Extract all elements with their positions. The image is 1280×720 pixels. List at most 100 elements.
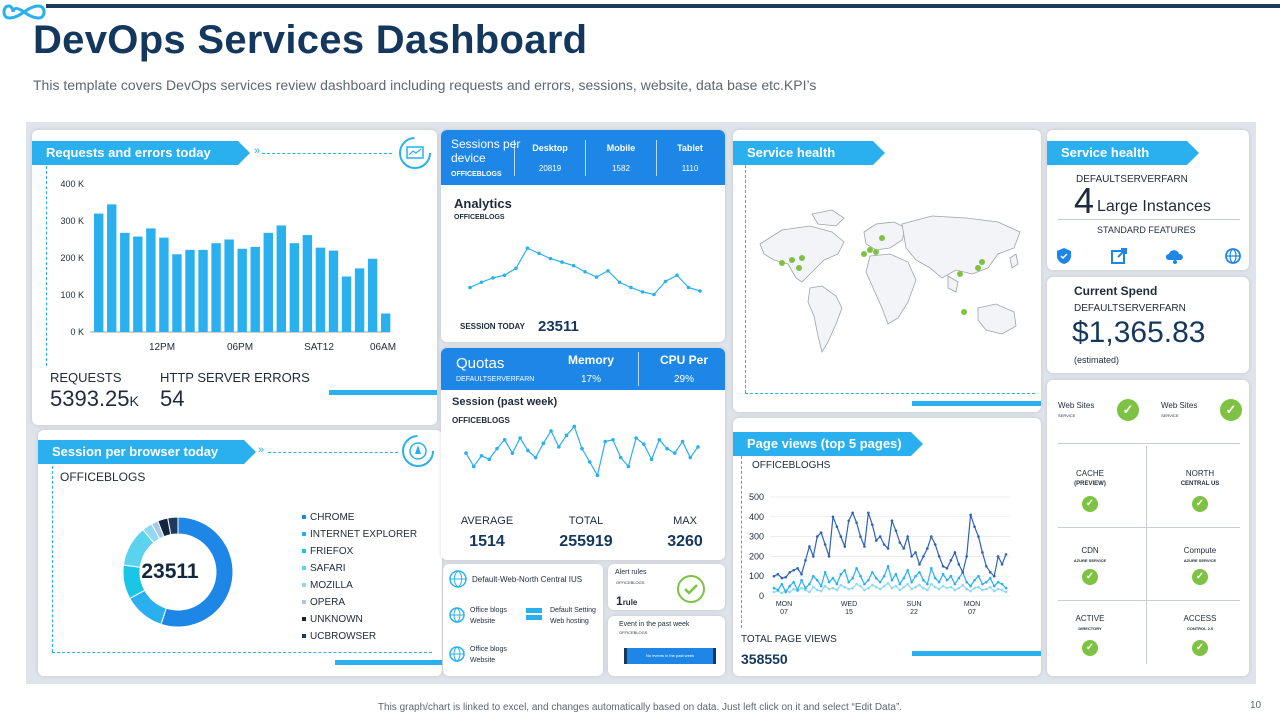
- shield-icon[interactable]: [1054, 246, 1074, 266]
- donut-slice: [160, 516, 234, 628]
- page-views-point: [981, 551, 984, 554]
- page-views-point: [910, 580, 913, 584]
- week-point: [696, 445, 700, 449]
- cpu-value: 29%: [673, 374, 694, 385]
- week-point: [564, 433, 569, 438]
- week-point: [595, 473, 600, 478]
- bar: [120, 232, 130, 332]
- status-divider: [1058, 600, 1240, 601]
- x-tick-label: 07: [780, 609, 788, 616]
- page-views-point: [898, 541, 902, 544]
- browser-source: OFFICEBLOGS: [60, 470, 146, 484]
- legend-item: MOZILLA: [302, 577, 417, 594]
- page-views-point: [898, 588, 902, 592]
- page-views-point: [977, 535, 980, 538]
- x-tick-label: SUN: [907, 601, 922, 608]
- page-views-point: [933, 585, 937, 589]
- week-point: [510, 451, 515, 455]
- page-views-point: [835, 525, 839, 528]
- page-views-point: [859, 535, 862, 538]
- map-dash-bottom: [745, 393, 1035, 394]
- page-views-point: [819, 589, 823, 593]
- analytics-point: [617, 280, 622, 285]
- page-views-point: [882, 543, 886, 546]
- legend-swatch: [302, 532, 306, 537]
- y-tick-label: 0: [759, 591, 764, 601]
- week-point: [502, 437, 507, 442]
- week-point: [665, 446, 669, 451]
- bar: [237, 248, 247, 332]
- alerts-count: 1rule: [616, 592, 637, 610]
- page-views-point: [933, 576, 937, 580]
- page-views-point: [823, 570, 827, 574]
- bar: [302, 235, 313, 332]
- analytics-point: [640, 290, 645, 294]
- ribbon-connector: [268, 452, 398, 453]
- cloud-icon[interactable]: [1164, 246, 1186, 266]
- bar: [172, 254, 182, 332]
- page-views-point: [812, 585, 815, 589]
- web-item3[interactable]: Office blogs: [470, 646, 507, 653]
- analytics-point: [548, 256, 553, 261]
- page-views-point: [800, 572, 803, 576]
- check-icon: ✓: [1192, 640, 1208, 656]
- web-item1-sub: Website: [470, 618, 496, 625]
- page-views-point: [780, 591, 784, 595]
- page-views-point: [985, 587, 988, 591]
- page-views-point: [894, 529, 898, 532]
- page-views-point: [961, 570, 965, 574]
- page-views-point: [953, 551, 957, 554]
- bar: [263, 232, 273, 332]
- page-views-point: [918, 583, 921, 587]
- page-views-point: [878, 587, 882, 591]
- page-views-point: [945, 566, 949, 570]
- page-views-point: [969, 584, 972, 588]
- globe-settings-icon[interactable]: [1223, 246, 1243, 266]
- browser-ribbon: Session per browser today: [38, 440, 256, 464]
- page-views-point: [804, 586, 807, 590]
- week-point: [673, 451, 677, 455]
- page-views-point: [800, 578, 803, 582]
- bar: [380, 313, 391, 332]
- page-views-point: [996, 580, 1000, 584]
- page-views-point: [985, 580, 988, 584]
- page-views-point: [863, 545, 866, 548]
- spend-server: DEFAULTSERVERFARN: [1074, 303, 1186, 314]
- page-views-point: [819, 531, 823, 534]
- instances-ribbon: Service health: [1047, 141, 1199, 165]
- average-value: 1514: [452, 533, 522, 551]
- week-point: [526, 448, 530, 453]
- week-point: [642, 442, 646, 447]
- page-views-point: [1004, 590, 1008, 594]
- web-item2[interactable]: Default Setting: [550, 607, 596, 614]
- alerts-panel[interactable]: [608, 564, 725, 610]
- x-tick-label: SAT12: [304, 342, 334, 353]
- page-views-point: [957, 586, 961, 590]
- page-views-point: [949, 585, 953, 589]
- page-views-point: [815, 578, 819, 582]
- page-views-point: [929, 535, 933, 538]
- chevron-right-icon: »: [254, 145, 261, 157]
- analytics-point: [525, 246, 530, 250]
- quotas-header: [441, 348, 725, 390]
- requests-bar-chart: 400 K 300 K 200 K 100 K 0 K 12PM 06PM SAT12 06AM: [60, 179, 396, 353]
- active-sub: DIRECTORY: [1078, 626, 1102, 631]
- page-views-point: [859, 584, 862, 588]
- external-link-icon[interactable]: [1109, 246, 1129, 266]
- browser-dash-bottom: [52, 652, 432, 653]
- page-views-point: [898, 582, 902, 586]
- page-subtitle: This template covers DevOps services rev…: [33, 77, 817, 93]
- analytics-point: [583, 269, 587, 274]
- web-item1[interactable]: Office blogs: [470, 607, 507, 614]
- page-views-point: [780, 576, 784, 580]
- compute-label: Compute: [1183, 546, 1217, 555]
- page-views-point: [929, 566, 933, 570]
- week-point: [587, 460, 592, 464]
- page-views-point: [843, 545, 847, 548]
- events-title: Event in the past week: [619, 621, 690, 628]
- instances-count: 4: [1074, 180, 1095, 221]
- requests-unit: K: [129, 393, 139, 409]
- requests-value: 5393.25K: [50, 386, 139, 412]
- access-label: ACCESS: [1183, 614, 1217, 623]
